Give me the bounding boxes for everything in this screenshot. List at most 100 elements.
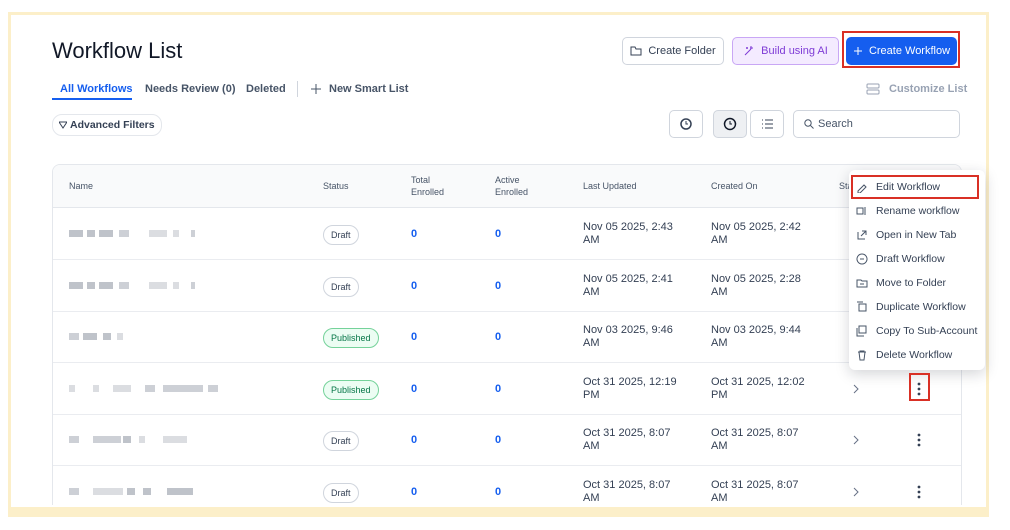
- blurred-name: [69, 282, 83, 289]
- blurred-name: [93, 488, 123, 495]
- menu-icon: [856, 205, 868, 217]
- search-placeholder: Search: [818, 118, 853, 130]
- active-enrolled: 0: [495, 280, 501, 293]
- blurred-name: [69, 230, 83, 237]
- menu-item[interactable]: Delete Workflow: [856, 348, 952, 362]
- kebab-menu[interactable]: [918, 434, 921, 447]
- table-row[interactable]: [53, 260, 961, 312]
- row-actions[interactable]: [848, 482, 928, 502]
- clock-icon: [714, 111, 746, 137]
- menu-item[interactable]: Rename workflow: [856, 204, 959, 218]
- folder-icon: [630, 46, 642, 56]
- total-enrolled: 0: [411, 383, 417, 396]
- last-updated: Nov 05 2025, 2:41 AM: [583, 273, 683, 299]
- table-row[interactable]: [53, 414, 961, 466]
- chevron[interactable]: [854, 436, 858, 444]
- blurred-name: [208, 385, 218, 392]
- column-header: Active Enrolled: [495, 174, 539, 198]
- created-on: Oct 31 2025, 8:07 AM: [711, 479, 811, 505]
- menu-label: Duplicate Workflow: [876, 300, 966, 314]
- customize-list[interactable]: Customize List: [889, 83, 967, 95]
- total-enrolled: 0: [411, 280, 417, 293]
- chevron[interactable]: [854, 385, 858, 393]
- status-badge: Draft: [323, 277, 359, 297]
- column-header: Created On: [711, 180, 758, 192]
- menu-icon: [856, 229, 868, 241]
- last-updated: Oct 31 2025, 8:07 AM: [583, 427, 683, 453]
- status-badge: Published: [323, 328, 379, 348]
- tab[interactable]: New Smart List: [329, 83, 408, 95]
- list-icon: [751, 111, 783, 137]
- blurred-name: [99, 230, 113, 237]
- menu-item[interactable]: Open in New Tab: [856, 228, 956, 242]
- created-on: Nov 05 2025, 2:42 AM: [711, 221, 811, 247]
- active-enrolled: 0: [495, 434, 501, 447]
- menu-item[interactable]: Move to Folder: [856, 276, 946, 290]
- blurred-name: [149, 282, 167, 289]
- highlight-box: [909, 373, 930, 401]
- table-row[interactable]: [53, 208, 961, 260]
- total-enrolled: 0: [411, 434, 417, 447]
- created-on: Oct 31 2025, 8:07 AM: [711, 427, 811, 453]
- view-button[interactable]: [713, 110, 747, 138]
- page-title: Workflow List: [52, 38, 182, 64]
- blurred-name: [139, 436, 145, 443]
- menu-icon: [856, 301, 868, 313]
- blurred-name: [191, 282, 195, 289]
- blurred-name: [123, 436, 131, 443]
- menu-item[interactable]: Copy To Sub-Account: [856, 324, 977, 338]
- table-row[interactable]: [53, 466, 961, 506]
- blurred-name: [93, 385, 99, 392]
- row-actions[interactable]: [848, 430, 928, 450]
- blurred-name: [167, 488, 193, 495]
- menu-label: Draft Workflow: [876, 252, 945, 266]
- blurred-name: [127, 488, 135, 495]
- blurred-name: [163, 436, 187, 443]
- menu-item[interactable]: Draft Workflow: [856, 252, 945, 266]
- tab[interactable]: All Workflows: [60, 83, 133, 95]
- total-enrolled: 0: [411, 228, 417, 241]
- search-box[interactable]: Search: [793, 110, 960, 138]
- create-folder-button[interactable]: Create Folder: [622, 37, 724, 65]
- blurred-name: [69, 385, 75, 392]
- search-icon: [804, 119, 814, 129]
- blurred-name: [113, 385, 131, 392]
- created-on: Oct 31 2025, 12:02 PM: [711, 376, 811, 402]
- workflow-table: Name Status Total Enrolled Active Enroll…: [52, 164, 962, 505]
- menu-label: Delete Workflow: [876, 348, 952, 362]
- blurred-name: [173, 230, 179, 237]
- active-enrolled: 0: [495, 486, 501, 499]
- blurred-name: [173, 282, 179, 289]
- status-badge: Published: [323, 380, 379, 400]
- view-button[interactable]: [750, 110, 784, 138]
- advanced-filters[interactable]: Advanced Filters: [52, 114, 162, 136]
- history-icon: [670, 111, 702, 137]
- active-enrolled: 0: [495, 383, 501, 396]
- menu-icon: [856, 277, 868, 289]
- blurred-name: [119, 282, 129, 289]
- blurred-name: [163, 385, 203, 392]
- last-updated: Nov 05 2025, 2:43 AM: [583, 221, 683, 247]
- tab[interactable]: Deleted: [246, 83, 286, 95]
- blurred-name: [103, 333, 111, 340]
- tab-underline: [52, 98, 132, 100]
- filters-label: Advanced Filters: [70, 119, 155, 131]
- menu-label: Copy To Sub-Account: [876, 324, 977, 338]
- menu-item[interactable]: Duplicate Workflow: [856, 300, 966, 314]
- column-header: Name: [69, 180, 93, 192]
- created-on: Nov 05 2025, 2:28 AM: [711, 273, 811, 299]
- context-menu: [849, 170, 985, 370]
- tab[interactable]: Needs Review (0): [145, 83, 235, 95]
- build-ai-button[interactable]: Build using AI: [732, 37, 839, 65]
- button-label: Build using AI: [761, 45, 828, 57]
- blurred-name: [83, 333, 97, 340]
- chevron[interactable]: [854, 488, 858, 496]
- separator: [297, 81, 298, 97]
- kebab-menu[interactable]: [918, 485, 921, 498]
- blurred-name: [119, 230, 129, 237]
- table-row[interactable]: [53, 311, 961, 363]
- column-header: Status: [323, 180, 349, 192]
- blurred-name: [143, 488, 151, 495]
- blurred-name: [87, 282, 95, 289]
- view-button[interactable]: [669, 110, 703, 138]
